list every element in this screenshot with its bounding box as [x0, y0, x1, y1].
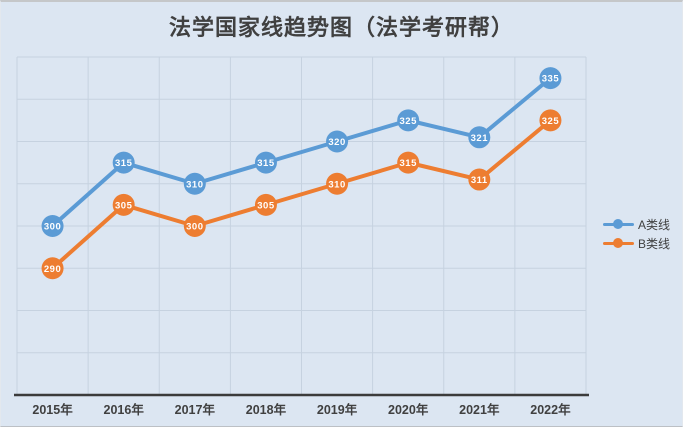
x-axis-label: 2015年 — [32, 402, 73, 417]
data-point-marker — [112, 193, 135, 216]
x-axis-label: 2020年 — [388, 402, 429, 417]
data-point-marker — [397, 109, 420, 132]
x-axis-label: 2018年 — [246, 402, 287, 417]
data-point-label: 315 — [257, 158, 275, 169]
legend-item-a[interactable]: A类线 — [603, 216, 670, 232]
data-point-marker — [112, 151, 135, 174]
chart-title: 法学国家线趋势图（法学考研帮） — [168, 15, 514, 40]
x-axis-label: 2016年 — [104, 402, 145, 417]
data-point-marker — [183, 172, 206, 195]
data-point-label: 300 — [186, 222, 203, 233]
x-axis-label: 2019年 — [317, 402, 358, 417]
legend-item-b[interactable]: B类线 — [603, 235, 670, 251]
legend: A类线 B类线 — [603, 216, 670, 251]
data-point-label: 325 — [400, 116, 418, 127]
data-point-label: 315 — [400, 158, 418, 169]
data-point-marker — [326, 130, 349, 153]
data-point-marker — [468, 168, 491, 191]
data-point-marker — [539, 67, 562, 90]
data-point-label: 305 — [257, 200, 275, 211]
legend-label-a: A类线 — [638, 217, 671, 232]
series-line-a — [50, 76, 553, 228]
x-axis-label: 2021年 — [459, 402, 500, 417]
plot-area: 300 315 310 315 320 325 321 335 290 305 300 305 310 3… — [14, 56, 589, 417]
data-point-label: 335 — [542, 74, 560, 85]
data-point-marker — [183, 215, 206, 237]
data-point-label: 325 — [542, 116, 560, 127]
data-point-label: 320 — [328, 137, 345, 148]
data-point-label: 310 — [186, 179, 203, 190]
legend-line-marker-a-icon — [603, 219, 634, 230]
data-point-marker — [254, 193, 277, 216]
data-point-marker — [254, 151, 277, 174]
data-point-label: 310 — [328, 179, 345, 190]
data-point-label: 315 — [115, 158, 133, 169]
data-point-label: 305 — [115, 200, 133, 211]
data-point-marker — [468, 126, 491, 149]
data-point-marker — [41, 215, 64, 237]
data-point-marker — [41, 257, 64, 280]
data-point-marker — [539, 109, 562, 132]
legend-label-b: B类线 — [638, 236, 671, 251]
data-point-marker — [397, 151, 420, 174]
legend-line-marker-b-icon — [603, 238, 634, 249]
data-point-marker — [326, 172, 349, 195]
series-line-b — [50, 118, 553, 271]
x-axis-label: 2022年 — [530, 402, 571, 417]
data-point-label: 300 — [44, 222, 61, 233]
data-point-label: 290 — [44, 264, 61, 275]
data-point-label: 311 — [471, 175, 488, 186]
x-axis-label: 2017年 — [175, 402, 216, 417]
data-point-label: 321 — [471, 133, 489, 144]
